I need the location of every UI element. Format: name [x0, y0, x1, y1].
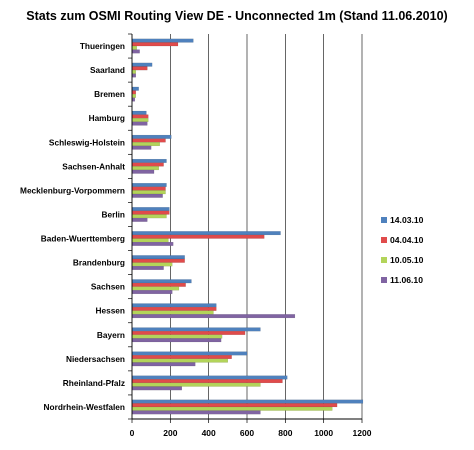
bar — [131, 310, 214, 315]
bar — [131, 338, 222, 343]
bar — [131, 158, 167, 163]
bar — [131, 399, 364, 404]
bar — [131, 183, 167, 187]
bar — [131, 375, 288, 380]
bar — [131, 290, 173, 295]
legend-label: 14.03.10 — [390, 215, 424, 225]
category-label: Bayern — [97, 330, 125, 340]
bar — [131, 217, 148, 222]
bar — [131, 134, 172, 139]
bar — [131, 114, 149, 119]
bar — [131, 266, 164, 270]
legend-label: 04.04.10 — [390, 235, 424, 245]
bar — [131, 231, 281, 236]
category-label: Nordrhein-Westfalen — [44, 402, 125, 412]
bar — [131, 66, 148, 71]
bar — [131, 403, 338, 408]
bar — [131, 334, 223, 339]
bar — [131, 255, 185, 260]
bar — [131, 238, 169, 243]
legend-swatch — [381, 277, 387, 283]
category-label: Sachsen-Anhalt — [62, 161, 125, 171]
bar — [131, 69, 136, 74]
category-label: Baden-Wuerttemberg — [41, 234, 125, 244]
chart-title: Stats zum OSMI Routing View DE - Unconne… — [26, 9, 447, 23]
bar — [131, 162, 164, 167]
bar — [131, 286, 180, 291]
bar — [131, 410, 261, 415]
bar — [131, 355, 232, 359]
bar — [131, 110, 147, 115]
bar — [131, 38, 194, 43]
bar — [131, 42, 179, 47]
bar — [131, 94, 136, 98]
bar — [131, 207, 170, 212]
bar — [131, 73, 136, 78]
bar — [131, 86, 139, 91]
x-tick-label: 400 — [202, 428, 216, 438]
bar — [131, 386, 182, 391]
legend-swatch — [381, 217, 387, 223]
bar — [131, 138, 166, 143]
category-label: Bremen — [94, 89, 125, 99]
bar — [131, 186, 166, 191]
category-label: Sachsen — [91, 282, 125, 292]
bar — [131, 118, 149, 122]
bar — [131, 406, 333, 411]
bar — [131, 258, 185, 263]
bar — [131, 90, 136, 95]
bar — [131, 190, 166, 195]
bar — [131, 314, 296, 319]
bar — [131, 45, 137, 50]
x-tick-label: 800 — [278, 428, 292, 438]
bar — [131, 210, 170, 215]
bar — [131, 241, 174, 246]
x-tick-label: 1000 — [314, 428, 333, 438]
bar — [131, 169, 155, 174]
bar — [131, 166, 159, 171]
legend-label: 11.06.10 — [390, 275, 423, 285]
legend-swatch — [381, 257, 387, 263]
x-tick-label: 600 — [240, 428, 254, 438]
x-tick-label: 0 — [130, 428, 135, 438]
bar — [131, 279, 192, 284]
category-label: Hamburg — [89, 113, 125, 123]
bar — [131, 214, 167, 219]
x-tick-label: 200 — [163, 428, 177, 438]
legend-label: 10.05.10 — [390, 255, 424, 265]
bar — [131, 331, 246, 335]
bar — [131, 351, 248, 356]
bar — [131, 234, 265, 239]
bar — [131, 145, 152, 150]
category-label: Rheinland-Pfalz — [63, 378, 125, 388]
category-label: Brandenburg — [73, 258, 125, 268]
bar — [131, 362, 196, 367]
bar — [131, 262, 173, 267]
category-label: Thueringen — [80, 41, 125, 51]
bar — [131, 62, 153, 67]
bar — [131, 327, 261, 332]
bar — [131, 358, 228, 363]
legend-swatch — [381, 237, 387, 243]
bar — [131, 282, 186, 287]
category-label: Schleswig-Holstein — [49, 137, 125, 147]
category-label: Hessen — [95, 306, 125, 316]
bar — [131, 306, 217, 311]
category-label: Niedersachsen — [66, 354, 125, 364]
bar — [131, 49, 140, 54]
bar — [131, 193, 163, 198]
bar — [131, 382, 261, 387]
category-label: Berlin — [101, 209, 125, 219]
x-tick-label: 1200 — [353, 428, 372, 438]
category-label: Mecklenburg-Vorpommern — [20, 185, 125, 195]
bar — [131, 379, 283, 384]
bar — [131, 121, 148, 126]
bar — [131, 142, 160, 147]
category-label: Saarland — [90, 65, 125, 75]
bar — [131, 303, 217, 308]
